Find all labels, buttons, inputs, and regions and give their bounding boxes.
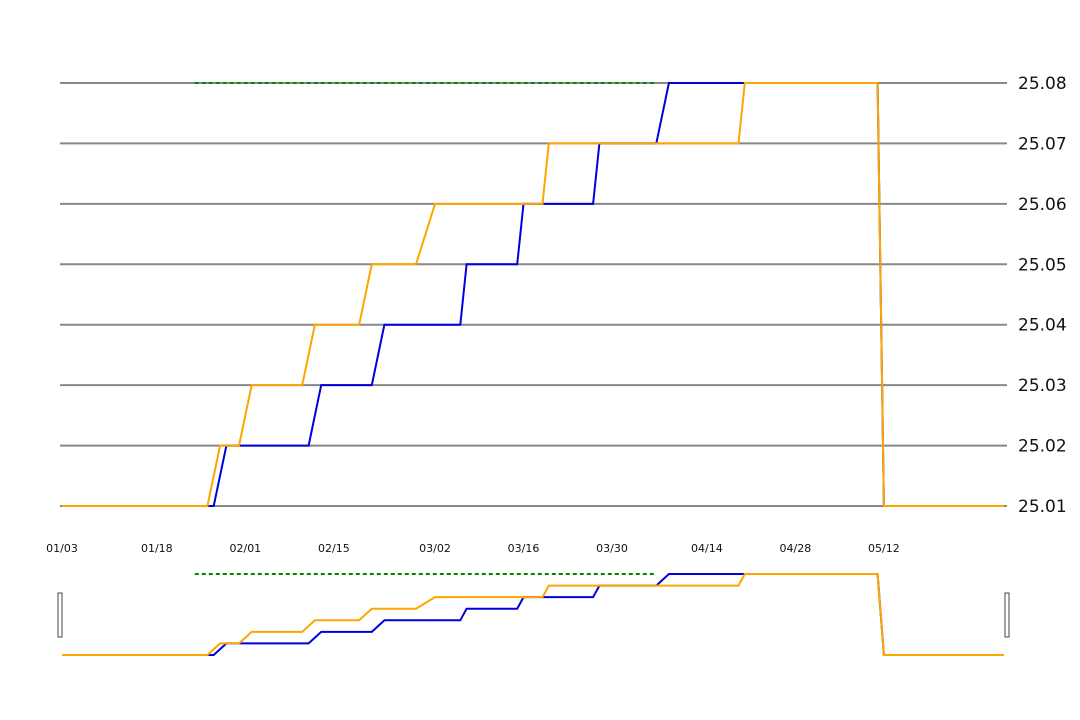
navigator-handles[interactable] — [57, 592, 1010, 638]
x-tick-label: 02/01 — [229, 542, 261, 555]
x-tick-label: 02/15 — [318, 542, 350, 555]
y-tick-label: 25.05 — [1018, 255, 1067, 275]
y-axis-labels: 25.08 25.07 25.06 25.05 25.04 25.03 25.02 25.01 — [1018, 74, 1067, 517]
range-end-handle[interactable] — [1004, 592, 1010, 638]
series-line-1 — [62, 82, 1004, 507]
series-line-1-navigator — [62, 573, 1004, 656]
y-tick-label: 25.06 — [1018, 195, 1067, 215]
y-tick-label: 25.01 — [1018, 497, 1067, 517]
series-line-2 — [62, 82, 1004, 507]
range-start-handle[interactable] — [57, 592, 63, 638]
x-tick-label: 04/28 — [780, 542, 812, 555]
y-tick-label: 25.03 — [1018, 376, 1067, 396]
x-tick-label: 04/14 — [691, 542, 723, 555]
grid-lines — [60, 82, 1007, 507]
x-tick-label: 03/02 — [419, 542, 451, 555]
x-axis-labels: 01/03 01/18 02/01 02/15 03/02 03/16 03/30 04/14… — [46, 542, 900, 555]
y-tick-label: 25.02 — [1018, 437, 1067, 457]
main-plot — [62, 82, 1004, 507]
series-line-2-navigator — [62, 573, 1004, 656]
y-tick-label: 25.04 — [1018, 316, 1067, 336]
x-tick-label: 03/16 — [508, 542, 540, 555]
x-tick-label: 03/30 — [596, 542, 628, 555]
navigator-plot — [62, 573, 1004, 656]
y-tick-label: 25.07 — [1018, 134, 1067, 154]
x-tick-label: 05/12 — [868, 542, 900, 555]
y-tick-label: 25.08 — [1018, 74, 1067, 94]
x-tick-label: 01/18 — [141, 542, 173, 555]
x-tick-label: 01/03 — [46, 542, 78, 555]
